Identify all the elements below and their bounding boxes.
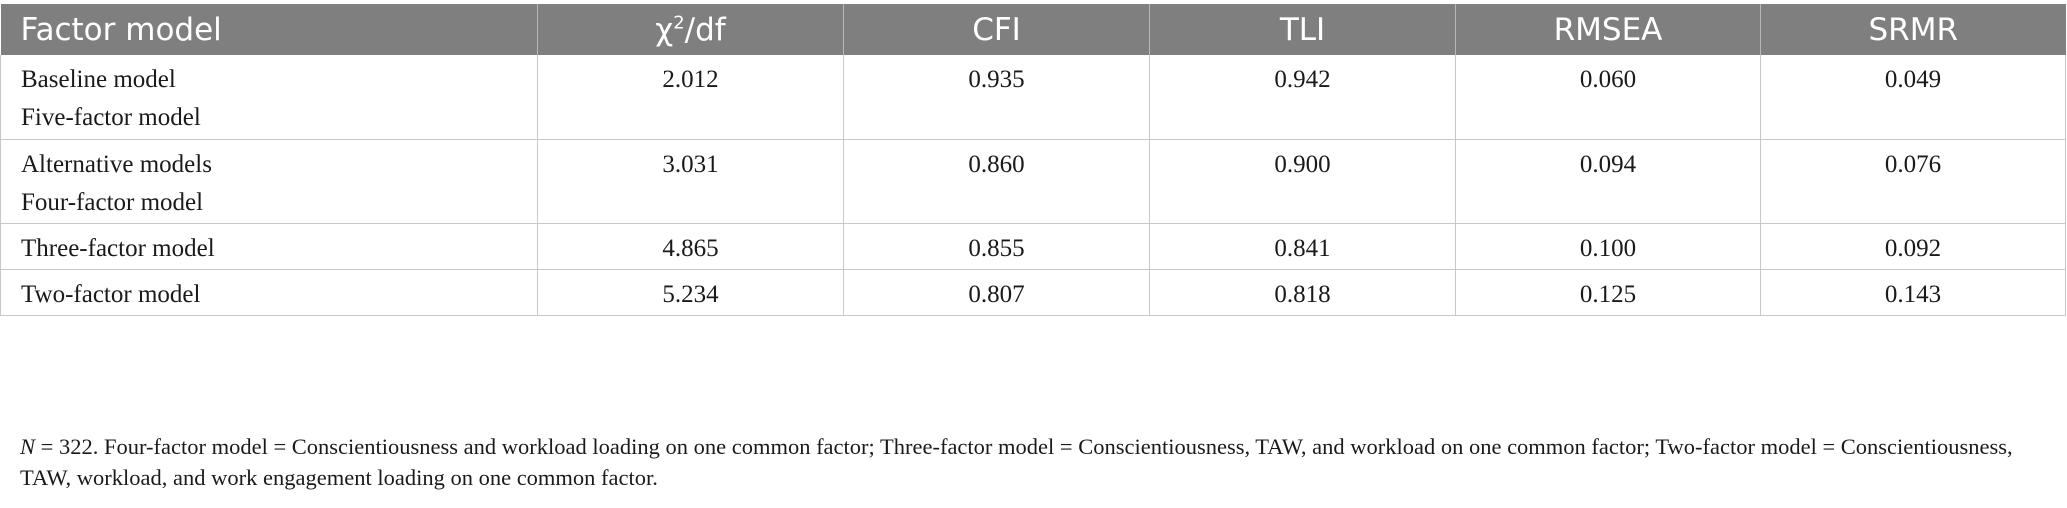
tli-value: 0.818 [1274,280,1331,308]
cfi-cell: 0.855 [843,223,1150,270]
table-row: Three-factor model 4.865 0.855 0.841 0.1… [0,223,2066,270]
rmsea-cell: 0.060 [1455,55,1761,140]
chi-superscript: 2 [673,12,685,34]
chi-df-value: 2.012 [662,66,719,93]
chi-df-value: 5.234 [662,280,719,308]
srmr-cell: 0.076 [1760,139,2066,224]
chi-suffix: /df [684,11,726,48]
tli-value: 0.900 [1274,150,1331,178]
header-chi-square-df: χ2/df [537,4,844,55]
rmsea-cell: 0.094 [1455,139,1761,224]
table-header-row: Factor model χ2/df CFI TLI RMSEA SRMR [0,4,2066,55]
header-factor-model: Factor model [0,4,538,55]
chi-df-value: 3.031 [662,150,719,178]
row-model-label: Four-factor model [21,188,204,216]
row-label-cell: Baseline model Five-factor model [0,55,538,140]
header-cfi: CFI [843,4,1150,55]
row-model-label: Three-factor model [21,234,215,262]
srmr-value: 0.143 [1884,280,1942,308]
row-label-cell: Three-factor model [0,223,538,270]
cfi-cell: 0.807 [843,269,1150,316]
srmr-value: 0.076 [1884,150,1942,178]
rmsea-value: 0.125 [1579,280,1637,308]
cfi-value: 0.855 [968,234,1025,262]
rmsea-cell: 0.125 [1455,269,1761,316]
tli-cell: 0.818 [1149,269,1456,316]
rmsea-value: 0.100 [1579,234,1637,262]
tli-cell: 0.900 [1149,139,1456,224]
row-group-label: Alternative models [21,150,212,178]
footnote-n-letter: N [20,434,36,459]
tli-value: 0.942 [1274,66,1331,93]
tli-value: 0.841 [1274,234,1331,262]
tli-cell: 0.841 [1149,223,1456,270]
srmr-cell: 0.049 [1760,55,2066,140]
table-row: Two-factor model 5.234 0.807 0.818 0.125… [0,269,2066,316]
row-label-cell: Two-factor model [0,269,538,316]
chi-df-cell: 2.012 [537,55,844,140]
cfi-value: 0.860 [968,150,1025,178]
header-tli: TLI [1149,4,1456,55]
chi-df-cell: 5.234 [537,269,844,316]
cfi-cell: 0.860 [843,139,1150,224]
chi-df-value: 4.865 [662,234,719,262]
header-rmsea: RMSEA [1455,4,1761,55]
rmsea-value: 0.094 [1579,150,1637,178]
table-footnote: N = 322. Four-factor model = Conscientio… [20,431,2045,493]
fit-indices-table: Factor model χ2/df CFI TLI RMSEA SRMR Ba… [0,4,2066,316]
table-row: Baseline model Five-factor model 2.012 0… [0,55,2066,140]
chi-symbol: χ [655,11,674,48]
row-group-label: Baseline model [21,66,176,93]
row-label-cell: Alternative models Four-factor model [0,139,538,224]
row-model-label: Five-factor model [21,104,201,131]
table-row: Alternative models Four-factor model 3.0… [0,139,2066,224]
rmsea-value: 0.060 [1579,66,1637,93]
chi-df-cell: 3.031 [537,139,844,224]
rmsea-cell: 0.100 [1455,223,1761,270]
srmr-value: 0.049 [1884,66,1942,93]
header-srmr: SRMR [1868,11,1958,48]
srmr-value: 0.092 [1884,234,1942,262]
cfi-value: 0.935 [968,66,1025,93]
cfi-value: 0.807 [968,280,1025,308]
fit-indices-table-container: Factor model χ2/df CFI TLI RMSEA SRMR Ba… [0,4,2066,316]
chi-df-cell: 4.865 [537,223,844,270]
tli-cell: 0.942 [1149,55,1456,140]
footnote-text: = 322. Four-factor model = Conscientious… [20,434,2013,490]
row-model-label: Two-factor model [21,280,201,308]
srmr-cell: 0.143 [1760,269,2066,316]
srmr-cell: 0.092 [1760,223,2066,270]
cfi-cell: 0.935 [843,55,1150,140]
